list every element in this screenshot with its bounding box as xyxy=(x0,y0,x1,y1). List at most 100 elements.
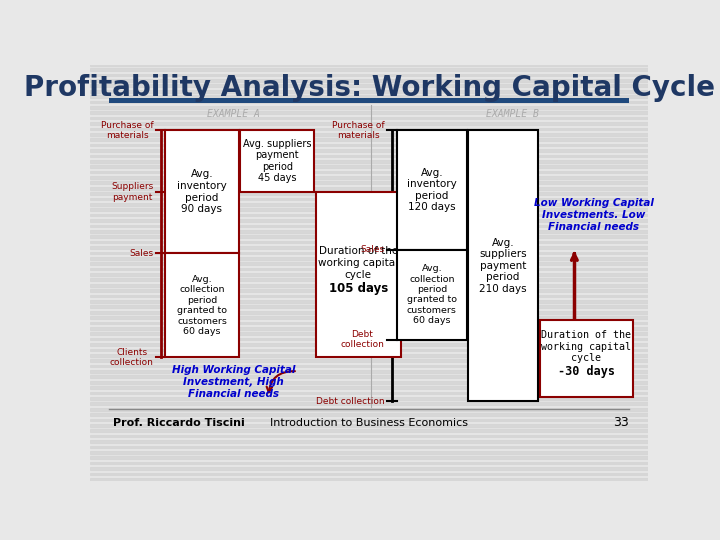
Bar xyxy=(90,154,648,157)
Bar xyxy=(90,386,648,389)
Bar xyxy=(90,68,648,71)
Bar xyxy=(90,311,648,314)
Text: Prof. Riccardo Tiscini: Prof. Riccardo Tiscini xyxy=(113,418,245,428)
Bar xyxy=(90,230,648,233)
Bar xyxy=(90,418,648,421)
Bar xyxy=(90,284,648,287)
Bar xyxy=(90,364,648,367)
Bar xyxy=(90,133,648,136)
Bar xyxy=(539,320,632,397)
Text: Avg.
inventory
period
120 days: Avg. inventory period 120 days xyxy=(407,167,456,212)
Bar xyxy=(90,144,648,146)
Bar xyxy=(90,429,648,432)
Bar xyxy=(90,289,648,292)
Bar xyxy=(90,219,648,222)
Text: Debt
collection: Debt collection xyxy=(341,330,384,349)
Text: Introduction to Business Economics: Introduction to Business Economics xyxy=(270,418,468,428)
Bar xyxy=(90,63,648,65)
Bar xyxy=(90,90,648,92)
Text: EXAMPLE B: EXAMPLE B xyxy=(486,109,539,119)
Bar xyxy=(90,306,648,308)
Bar xyxy=(90,316,648,319)
Bar xyxy=(90,446,648,448)
Text: Duration of the
working capital
cycle: Duration of the working capital cycle xyxy=(318,246,398,280)
Bar xyxy=(165,253,239,357)
Bar xyxy=(90,333,648,335)
Bar xyxy=(90,235,648,238)
Bar xyxy=(90,338,648,340)
Bar xyxy=(90,252,648,254)
Text: Avg.
inventory
period
90 days: Avg. inventory period 90 days xyxy=(177,170,227,214)
Bar xyxy=(90,273,648,276)
Text: EXAMPLE A: EXAMPLE A xyxy=(207,109,260,119)
Bar xyxy=(90,295,648,298)
Bar xyxy=(90,165,648,168)
Bar xyxy=(468,130,538,401)
Bar xyxy=(90,348,648,351)
Text: Debt collection: Debt collection xyxy=(316,397,384,406)
Text: Avg.
suppliers
payment
period
210 days: Avg. suppliers payment period 210 days xyxy=(480,238,527,294)
Bar xyxy=(90,392,648,394)
Text: Avg.
collection
period
granted to
customers
60 days: Avg. collection period granted to custom… xyxy=(177,275,227,336)
Bar xyxy=(90,257,648,260)
Bar xyxy=(90,73,648,76)
Bar xyxy=(90,268,648,271)
Bar xyxy=(90,122,648,125)
Bar xyxy=(90,100,648,103)
Bar xyxy=(90,424,648,427)
Bar xyxy=(90,176,648,179)
Bar xyxy=(109,98,629,103)
Bar xyxy=(90,198,648,200)
Bar xyxy=(90,327,648,330)
Bar xyxy=(90,359,648,362)
Bar xyxy=(90,413,648,416)
Bar xyxy=(90,451,648,454)
Bar xyxy=(90,397,648,400)
Text: 33: 33 xyxy=(613,416,629,429)
Bar xyxy=(315,192,401,357)
Bar xyxy=(90,84,648,87)
Bar xyxy=(90,127,648,130)
Bar xyxy=(90,456,648,459)
Bar xyxy=(90,462,648,464)
Bar xyxy=(90,95,648,98)
Bar xyxy=(90,79,648,82)
Text: Avg. suppliers
payment
period
45 days: Avg. suppliers payment period 45 days xyxy=(243,139,312,184)
Bar xyxy=(90,225,648,227)
Text: Purchase of
materials: Purchase of materials xyxy=(332,120,384,140)
Bar xyxy=(90,370,648,373)
Text: Purchase of
materials: Purchase of materials xyxy=(101,120,153,140)
Bar xyxy=(90,262,648,265)
Bar xyxy=(90,322,648,325)
Bar xyxy=(90,181,648,184)
Bar xyxy=(90,192,648,195)
Text: 105 days: 105 days xyxy=(328,282,388,295)
Text: Duration of the
working capital
cycle: Duration of the working capital cycle xyxy=(541,330,631,363)
Bar xyxy=(90,214,648,217)
Text: Low Working Capital
Investments. Low
Financial needs: Low Working Capital Investments. Low Fin… xyxy=(534,198,654,232)
Bar xyxy=(90,187,648,190)
Bar xyxy=(90,440,648,443)
Bar xyxy=(90,160,648,163)
Bar xyxy=(90,408,648,410)
Bar xyxy=(90,381,648,383)
Bar xyxy=(90,106,648,109)
Text: Profitability Analysis: Working Capital Cycle: Profitability Analysis: Working Capital … xyxy=(24,74,714,102)
Text: High Working Capital
Investment, High
Financial needs: High Working Capital Investment, High Fi… xyxy=(171,366,295,399)
Bar xyxy=(90,435,648,437)
Text: Clients
collection: Clients collection xyxy=(109,348,153,367)
Bar xyxy=(90,472,648,475)
Bar xyxy=(90,117,648,119)
Bar xyxy=(90,375,648,378)
Bar xyxy=(90,279,648,281)
Bar xyxy=(90,208,648,211)
Text: Sales: Sales xyxy=(130,249,153,258)
Bar xyxy=(90,478,648,481)
Bar xyxy=(90,52,648,55)
Bar xyxy=(240,130,314,192)
Bar xyxy=(90,149,648,152)
Bar xyxy=(90,111,648,114)
Bar xyxy=(90,138,648,141)
Bar xyxy=(90,246,648,249)
Text: Sales: Sales xyxy=(361,245,384,254)
